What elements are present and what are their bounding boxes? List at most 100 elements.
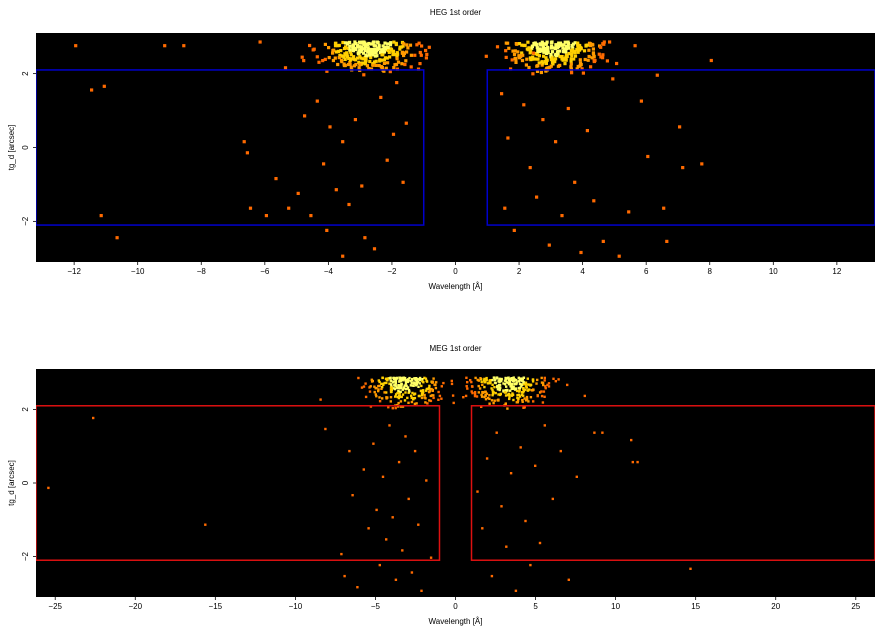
event-pixel	[428, 389, 432, 392]
event-pixel	[535, 382, 538, 385]
event-pixel	[569, 57, 573, 61]
event-pixel	[580, 67, 584, 71]
event-pixel	[450, 379, 453, 383]
event-pixel	[504, 389, 507, 392]
event-pixel	[418, 377, 421, 381]
event-pixel	[498, 381, 501, 384]
event-pixel	[400, 377, 403, 380]
event-pixel	[479, 377, 482, 380]
event-pixel	[404, 59, 408, 63]
hot-spot	[300, 40, 431, 77]
event-pixel	[424, 397, 427, 400]
event-pixel	[510, 387, 513, 390]
event-pixel	[343, 574, 346, 578]
event-pixel	[481, 383, 484, 386]
event-pixel	[296, 191, 300, 195]
event-pixel	[402, 53, 406, 58]
event-pixel	[403, 376, 407, 380]
event-pixel	[507, 378, 511, 381]
event-pixel	[576, 44, 580, 48]
event-pixel	[476, 490, 479, 493]
event-pixel	[428, 384, 431, 388]
event-pixel	[517, 393, 521, 396]
event-pixel	[522, 394, 525, 397]
event-pixel	[495, 45, 500, 49]
event-pixel	[542, 47, 546, 51]
event-pixel	[471, 385, 474, 388]
event-pixel	[485, 376, 488, 380]
event-pixel	[513, 388, 517, 391]
event-pixel	[554, 380, 557, 383]
event-pixel	[387, 377, 391, 380]
event-pixel	[521, 383, 524, 386]
event-pixel	[362, 40, 366, 44]
event-pixel	[420, 384, 423, 388]
event-pixel	[521, 399, 524, 402]
event-pixel	[485, 392, 489, 395]
event-pixel	[505, 545, 508, 548]
event-pixel	[512, 52, 517, 56]
event-pixel	[371, 62, 375, 66]
event-pixel	[579, 250, 583, 255]
heg-x-axis: −12 −10 −8 −6 −4 −2 0 2 4 6 8 10 12	[67, 262, 842, 276]
event-pixel	[481, 527, 484, 530]
event-pixel	[380, 53, 384, 57]
event-pixel	[593, 58, 597, 63]
event-pixel	[477, 384, 480, 388]
event-pixel	[384, 66, 388, 70]
event-pixel	[369, 385, 372, 388]
event-pixel	[283, 66, 288, 70]
event-pixel	[571, 46, 575, 50]
event-pixel	[102, 84, 106, 88]
event-pixel	[348, 44, 352, 48]
event-pixel	[531, 72, 535, 76]
event-pixel	[414, 378, 417, 381]
event-pixel	[333, 44, 338, 48]
event-pixel	[345, 53, 349, 57]
event-pixel	[404, 391, 407, 394]
event-pixel	[367, 527, 370, 530]
event-pixel	[413, 396, 417, 400]
event-pixel	[437, 390, 440, 394]
x-tick-label: −4	[324, 267, 334, 276]
event-pixel	[357, 66, 361, 70]
event-pixel	[407, 401, 410, 404]
event-pixel	[500, 505, 503, 508]
event-pixel	[432, 394, 435, 397]
event-pixel	[493, 381, 497, 384]
event-pixel	[573, 51, 577, 55]
event-pixel	[430, 387, 433, 391]
event-pixel	[351, 494, 354, 497]
event-pixel	[407, 497, 410, 501]
event-pixel	[602, 40, 606, 44]
event-pixel	[531, 378, 535, 382]
event-pixel	[560, 57, 564, 61]
event-pixel	[356, 51, 360, 55]
meg-y-axis: −2 0 2	[21, 407, 36, 561]
event-pixel	[478, 387, 482, 390]
event-pixel	[538, 47, 542, 51]
event-pixel	[348, 40, 352, 44]
event-pixel	[552, 377, 555, 380]
event-pixel	[519, 377, 523, 380]
event-pixel	[500, 379, 503, 383]
event-pixel	[491, 388, 494, 392]
event-pixel	[380, 48, 384, 52]
event-pixel	[403, 378, 406, 381]
event-pixel	[388, 70, 392, 74]
event-pixel	[589, 43, 593, 48]
event-pixel	[562, 57, 566, 61]
event-pixel	[343, 52, 347, 56]
event-pixel	[401, 376, 404, 380]
event-pixel	[499, 392, 502, 396]
event-pixel	[377, 388, 380, 391]
event-pixel	[527, 400, 530, 403]
event-pixel	[506, 407, 509, 410]
event-pixel	[360, 45, 364, 49]
event-pixel	[555, 53, 559, 58]
event-pixel	[386, 48, 390, 53]
event-pixel	[416, 67, 421, 71]
event-pixel	[372, 50, 376, 54]
event-pixel	[605, 59, 609, 63]
event-pixel	[551, 497, 554, 501]
